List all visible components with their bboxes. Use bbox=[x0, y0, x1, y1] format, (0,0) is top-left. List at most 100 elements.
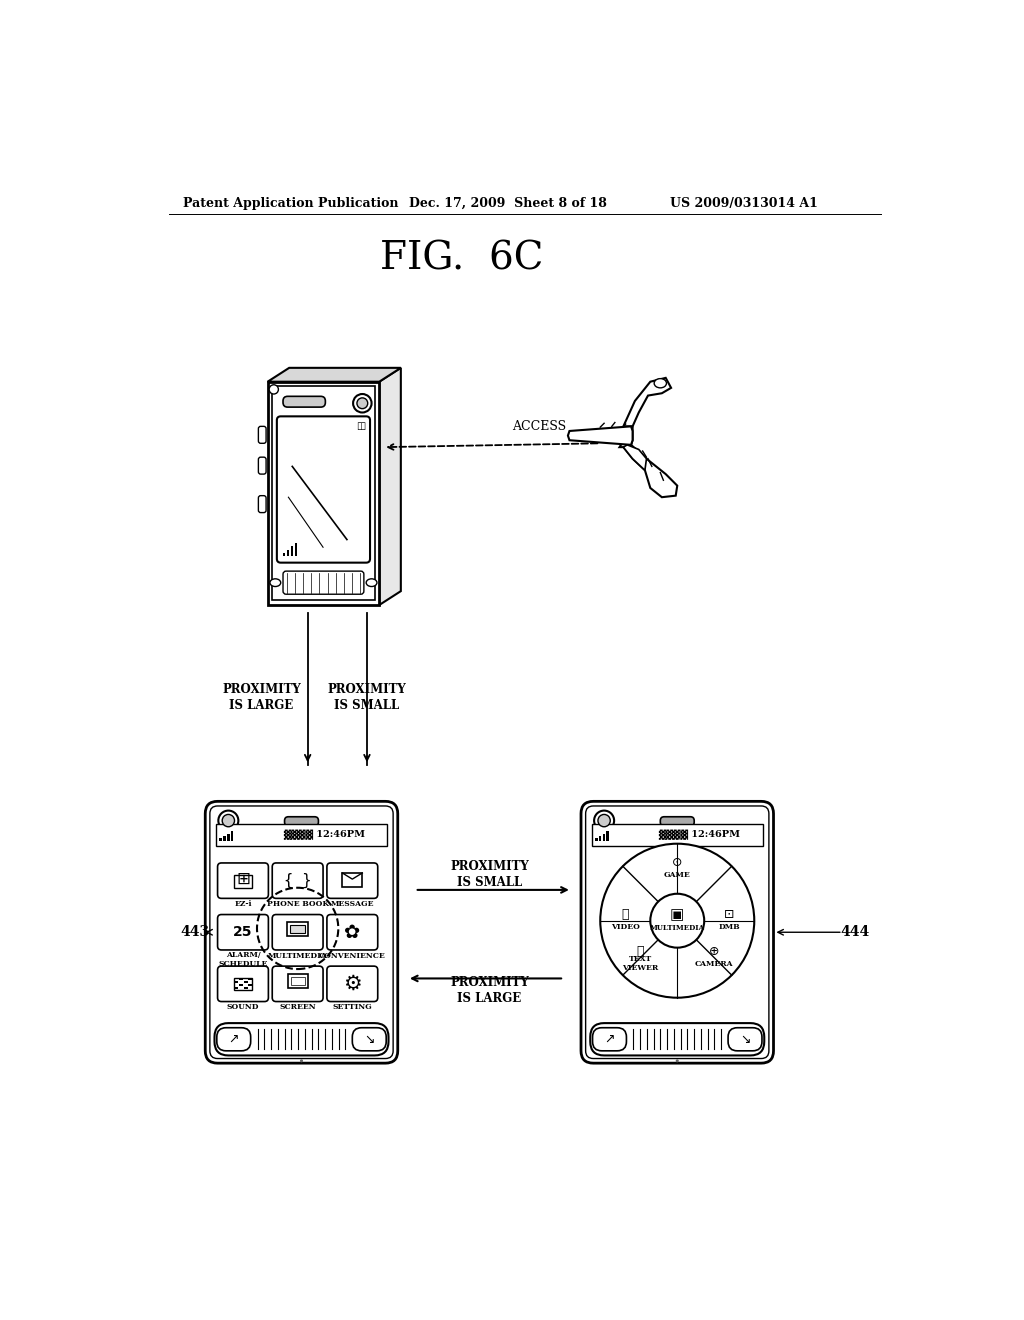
Bar bbox=[287, 549, 289, 557]
FancyBboxPatch shape bbox=[285, 817, 318, 826]
Polygon shape bbox=[379, 368, 400, 605]
Bar bbox=[599, 836, 601, 841]
Text: 25: 25 bbox=[233, 925, 253, 940]
FancyBboxPatch shape bbox=[327, 966, 378, 1002]
Circle shape bbox=[650, 894, 705, 948]
Text: ↗: ↗ bbox=[604, 1032, 614, 1045]
Text: ⊕: ⊕ bbox=[709, 945, 719, 958]
FancyBboxPatch shape bbox=[581, 801, 773, 1063]
Circle shape bbox=[222, 814, 234, 826]
Text: MULTIMEDIA: MULTIMEDIA bbox=[268, 952, 328, 960]
Bar bbox=[291, 977, 304, 985]
Text: { }: { } bbox=[284, 873, 311, 888]
Text: ⊡: ⊡ bbox=[724, 908, 734, 921]
FancyBboxPatch shape bbox=[728, 1028, 762, 1051]
Circle shape bbox=[598, 814, 610, 826]
Polygon shape bbox=[624, 378, 671, 426]
Ellipse shape bbox=[270, 578, 281, 586]
Bar bbox=[249, 983, 252, 986]
Text: MULTIMEDIA: MULTIMEDIA bbox=[650, 924, 705, 932]
Circle shape bbox=[594, 810, 614, 830]
FancyBboxPatch shape bbox=[210, 807, 393, 1059]
FancyBboxPatch shape bbox=[258, 496, 266, 512]
Text: PROXIMITY
IS LARGE: PROXIMITY IS LARGE bbox=[222, 682, 301, 711]
Text: ▣: ▣ bbox=[670, 907, 684, 923]
Text: ✿: ✿ bbox=[344, 923, 360, 941]
FancyBboxPatch shape bbox=[217, 1028, 251, 1051]
Bar bbox=[234, 987, 239, 989]
FancyBboxPatch shape bbox=[214, 1023, 388, 1056]
Polygon shape bbox=[620, 426, 677, 498]
Bar bbox=[223, 836, 225, 841]
Polygon shape bbox=[272, 387, 375, 601]
Text: ⊞: ⊞ bbox=[237, 870, 250, 888]
Text: 443: 443 bbox=[180, 925, 210, 940]
Text: PROXIMITY
IS SMALL: PROXIMITY IS SMALL bbox=[450, 861, 528, 888]
Bar bbox=[233, 978, 252, 990]
Circle shape bbox=[676, 1059, 679, 1063]
Ellipse shape bbox=[654, 379, 667, 388]
Ellipse shape bbox=[367, 578, 377, 586]
Bar bbox=[226, 834, 229, 841]
FancyBboxPatch shape bbox=[586, 807, 769, 1059]
FancyBboxPatch shape bbox=[217, 966, 268, 1002]
Text: ↘: ↘ bbox=[364, 1032, 375, 1045]
FancyBboxPatch shape bbox=[283, 396, 326, 407]
FancyBboxPatch shape bbox=[283, 572, 364, 594]
Text: CONVENIENCE: CONVENIENCE bbox=[318, 952, 386, 960]
Bar bbox=[244, 987, 248, 989]
Bar bbox=[216, 825, 387, 846]
Text: ACCESS: ACCESS bbox=[512, 420, 565, 433]
Bar bbox=[288, 974, 307, 987]
FancyBboxPatch shape bbox=[258, 426, 266, 444]
Text: ⚙: ⚙ bbox=[343, 974, 361, 994]
FancyBboxPatch shape bbox=[276, 416, 370, 562]
FancyBboxPatch shape bbox=[660, 817, 694, 826]
Text: SOUND: SOUND bbox=[226, 1003, 259, 1011]
Bar bbox=[233, 875, 252, 888]
Text: ⊙: ⊙ bbox=[672, 857, 683, 869]
Text: ▓▓▓▓ 12:46PM: ▓▓▓▓ 12:46PM bbox=[657, 830, 739, 841]
Bar bbox=[244, 981, 248, 983]
FancyBboxPatch shape bbox=[258, 457, 266, 474]
FancyBboxPatch shape bbox=[272, 915, 323, 950]
FancyBboxPatch shape bbox=[327, 915, 378, 950]
Text: CAMERA: CAMERA bbox=[694, 960, 733, 968]
Text: SETTING: SETTING bbox=[333, 1003, 372, 1011]
Text: US 2009/0313014 A1: US 2009/0313014 A1 bbox=[670, 197, 817, 210]
Bar bbox=[602, 834, 605, 841]
Text: DMB: DMB bbox=[719, 923, 740, 931]
Text: PHONE BOOK: PHONE BOOK bbox=[266, 900, 329, 908]
Text: 🎞: 🎞 bbox=[622, 908, 629, 921]
Circle shape bbox=[269, 385, 279, 395]
Text: PROXIMITY
IS LARGE: PROXIMITY IS LARGE bbox=[450, 975, 528, 1005]
Text: ↘: ↘ bbox=[739, 1032, 751, 1045]
FancyBboxPatch shape bbox=[272, 863, 323, 899]
Polygon shape bbox=[624, 445, 646, 470]
FancyBboxPatch shape bbox=[205, 801, 397, 1063]
FancyBboxPatch shape bbox=[217, 863, 268, 899]
Text: Dec. 17, 2009  Sheet 8 of 18: Dec. 17, 2009 Sheet 8 of 18 bbox=[410, 197, 607, 210]
Circle shape bbox=[600, 843, 755, 998]
Bar bbox=[283, 553, 286, 557]
Text: ◫: ◫ bbox=[356, 421, 366, 430]
Text: FIG.  6C: FIG. 6C bbox=[380, 240, 544, 277]
Bar bbox=[295, 544, 297, 557]
Text: EZ-i: EZ-i bbox=[234, 900, 252, 908]
Text: SCREEN: SCREEN bbox=[280, 1003, 316, 1011]
Text: ▓▓▓▓ 12:46PM: ▓▓▓▓ 12:46PM bbox=[284, 830, 366, 841]
Text: 📄: 📄 bbox=[637, 945, 644, 958]
Text: GAME: GAME bbox=[664, 871, 690, 879]
Circle shape bbox=[353, 395, 372, 413]
Text: Patent Application Publication: Patent Application Publication bbox=[183, 197, 398, 210]
Bar bbox=[342, 873, 362, 887]
FancyBboxPatch shape bbox=[217, 915, 268, 950]
Bar bbox=[240, 983, 243, 986]
Bar bbox=[287, 923, 308, 936]
Text: ↗: ↗ bbox=[228, 1032, 239, 1045]
Text: ALARM/
SCHEDULE: ALARM/ SCHEDULE bbox=[218, 952, 267, 968]
Text: VIDEO: VIDEO bbox=[611, 923, 640, 931]
FancyBboxPatch shape bbox=[590, 1023, 764, 1056]
FancyBboxPatch shape bbox=[327, 863, 378, 899]
Bar bbox=[240, 978, 243, 979]
